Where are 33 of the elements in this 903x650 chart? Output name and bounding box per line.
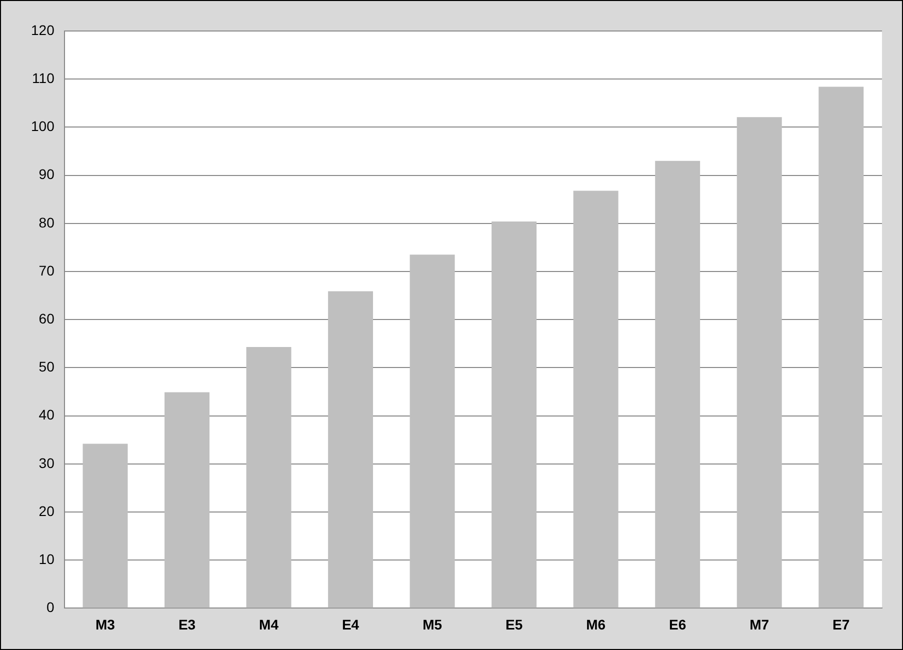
y-tick-label: 50 bbox=[38, 358, 55, 375]
x-tick-label: E4 bbox=[342, 616, 360, 632]
y-tick-label: 10 bbox=[38, 550, 55, 567]
y-tick-label: 100 bbox=[31, 118, 55, 134]
x-tick-label: E7 bbox=[832, 616, 850, 632]
bar bbox=[492, 221, 537, 608]
y-tick-label: 70 bbox=[38, 262, 55, 278]
y-tick-label: 20 bbox=[38, 502, 55, 519]
bar bbox=[164, 392, 210, 608]
x-tick-label: E3 bbox=[178, 616, 196, 632]
bar bbox=[736, 117, 782, 608]
x-tick-label: M3 bbox=[96, 616, 116, 632]
bar bbox=[82, 444, 128, 608]
x-tick-label: E5 bbox=[506, 616, 523, 632]
y-tick-label: 60 bbox=[38, 310, 55, 326]
y-tick-label: 40 bbox=[38, 406, 55, 423]
y-tick-label: 110 bbox=[32, 70, 55, 86]
y-tick-label: 90 bbox=[38, 166, 55, 182]
x-tick-label: M7 bbox=[750, 616, 770, 632]
x-tick-label: E6 bbox=[669, 616, 686, 632]
x-tick-label: M5 bbox=[422, 616, 442, 632]
y-tick-label: 30 bbox=[38, 454, 55, 471]
bar bbox=[655, 160, 700, 608]
bar bbox=[410, 254, 455, 608]
y-tick-label: 80 bbox=[38, 214, 55, 230]
bar bbox=[818, 86, 864, 608]
bar bbox=[328, 291, 374, 608]
bar bbox=[246, 347, 292, 608]
bar bbox=[573, 190, 618, 608]
y-tick-label: 0 bbox=[46, 599, 55, 616]
y-tick-label: 120 bbox=[31, 22, 55, 38]
x-tick-label: M4 bbox=[259, 616, 279, 632]
x-tick-label: M6 bbox=[586, 616, 606, 632]
